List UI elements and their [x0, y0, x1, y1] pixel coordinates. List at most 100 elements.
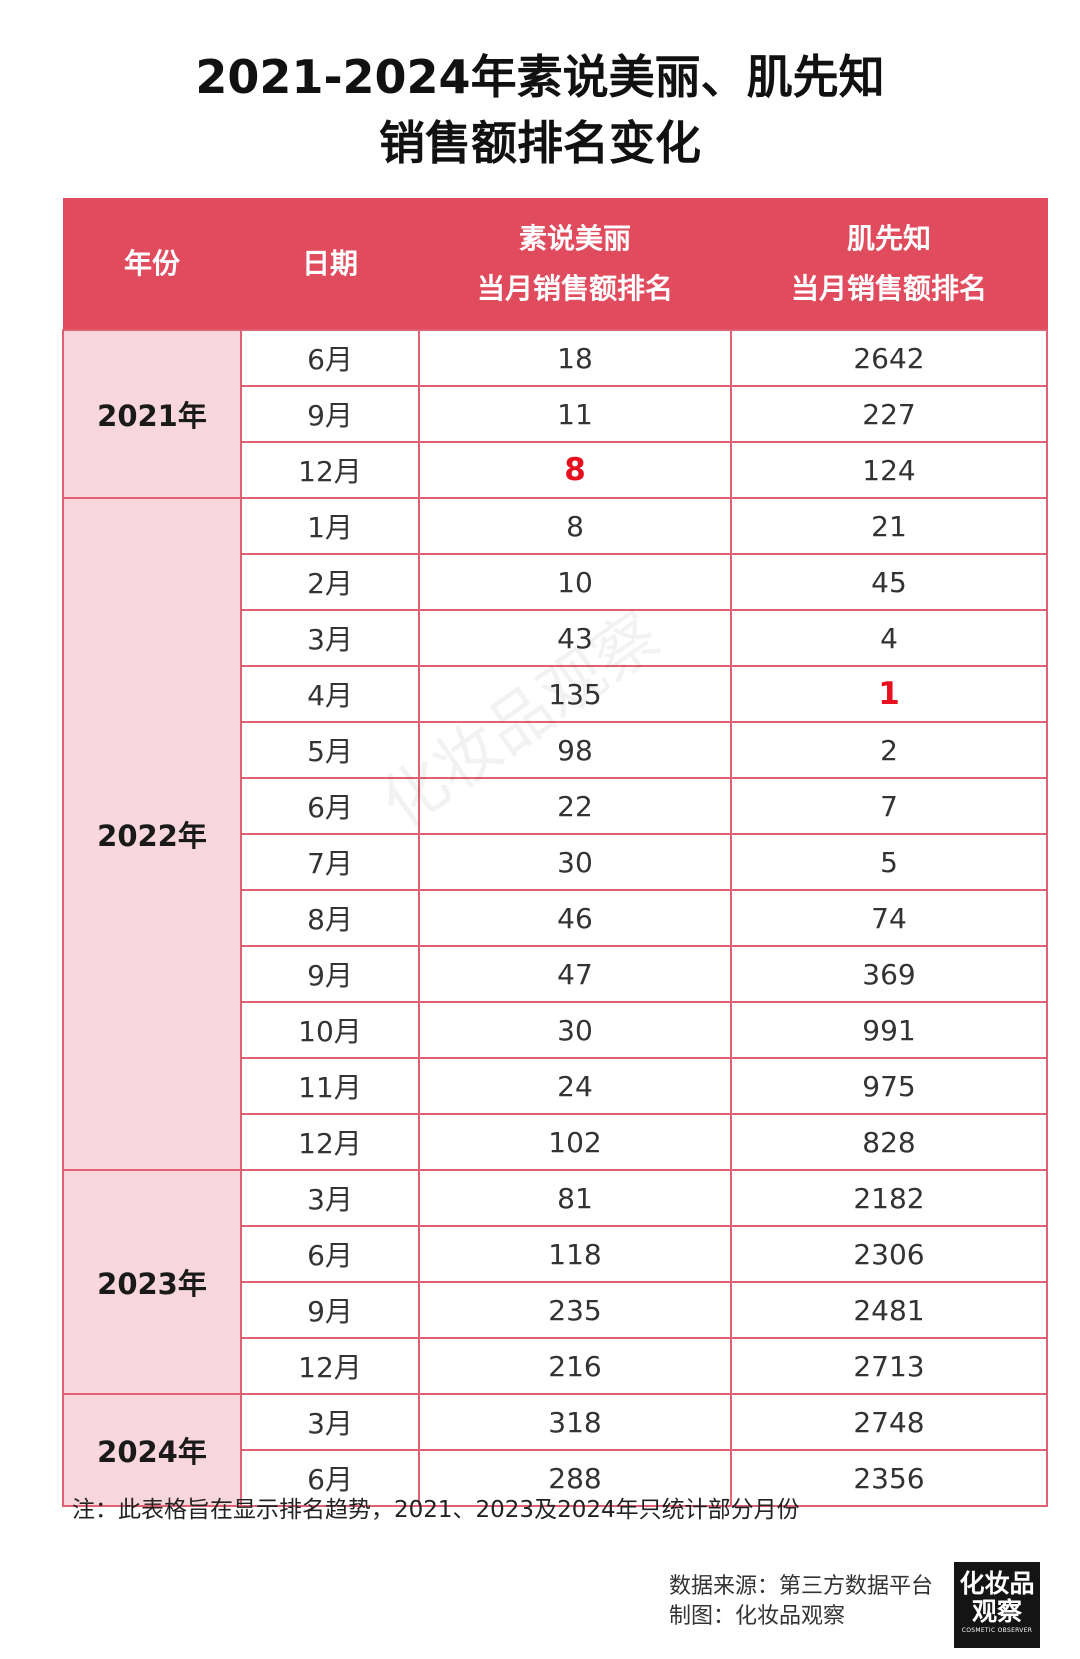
- brand1-rank-cell: 118: [418, 1225, 732, 1283]
- year-cell: 2024年: [62, 1393, 242, 1507]
- brand2-rank-cell: 124: [730, 441, 1048, 499]
- brand1-rank-cell: 10: [418, 553, 732, 611]
- brand2-rank-cell: 2: [730, 721, 1048, 779]
- month-cell: 3月: [240, 1393, 420, 1451]
- brand2-rank-cell: 2356: [730, 1449, 1048, 1507]
- month-cell: 9月: [240, 1281, 420, 1339]
- title-line-1: 2021-2024年素说美丽、肌先知: [195, 50, 885, 104]
- month-cell: 3月: [240, 609, 420, 667]
- header-brand2: 肌先知 当月销售额排名: [730, 198, 1048, 331]
- table-row: 4月 135 1: [63, 665, 1048, 723]
- logo-line-1: 化妆品: [959, 1569, 1035, 1598]
- month-cell: 9月: [240, 385, 420, 443]
- month-cell: 7月: [240, 833, 420, 891]
- data-source: 数据来源：第三方数据平台: [669, 1574, 934, 1599]
- brand1-rank-cell: 135: [418, 665, 732, 723]
- table-row: 6月 22 7: [63, 777, 1048, 835]
- table-header-row: 年份 日期 素说美丽 当月销售额排名 肌先知 当月销售额排名: [62, 198, 1048, 331]
- brand2-rank-cell: 21: [730, 497, 1048, 555]
- header-brand1: 素说美丽 当月销售额排名: [418, 198, 732, 331]
- brand2-rank-cell: 227: [730, 385, 1048, 443]
- table-row: 12月 8 124: [63, 441, 1048, 499]
- brand2-rank-cell: 2182: [730, 1169, 1048, 1227]
- brand1-rank-cell: 288: [418, 1449, 732, 1507]
- month-cell: 11月: [240, 1057, 420, 1115]
- brand2-rank-cell: 5: [730, 833, 1048, 891]
- year-cell: 2021年: [62, 329, 242, 499]
- logo-line-2: 观察: [971, 1597, 1022, 1626]
- brand1-rank-cell: 102: [418, 1113, 732, 1171]
- table-row: 12月 102 828: [63, 1113, 1048, 1171]
- header-brand1-name: 素说美丽: [518, 222, 631, 255]
- month-cell: 10月: [240, 1001, 420, 1059]
- month-cell: 6月: [240, 1225, 420, 1283]
- made-by: 制图：化妆品观察: [669, 1604, 846, 1629]
- brand1-rank-cell: 30: [418, 1001, 732, 1059]
- brand1-rank-cell: 11: [418, 385, 732, 443]
- brand1-rank-cell: 81: [418, 1169, 732, 1227]
- table-row: 9月 47 369: [63, 945, 1048, 1003]
- table-row: 7月 30 5: [63, 833, 1048, 891]
- brand1-rank-cell: 18: [418, 329, 732, 387]
- header-brand1-sub: 当月销售额排名: [476, 272, 673, 305]
- brand1-rank-cell: 318: [418, 1393, 732, 1451]
- header-brand2-name: 肌先知: [846, 222, 931, 255]
- page-title: 2021-2024年素说美丽、肌先知 销售额排名变化: [0, 44, 1080, 176]
- title-line-2: 销售额排名变化: [379, 116, 701, 170]
- month-cell: 3月: [240, 1169, 420, 1227]
- brand-logo: 化妆品 观察 COSMETIC OBSERVER: [954, 1562, 1040, 1648]
- brand2-rank-cell: 45: [730, 553, 1048, 611]
- year-cell: 2023年: [62, 1169, 242, 1395]
- brand2-rank-cell: 828: [730, 1113, 1048, 1171]
- brand2-rank-cell: 74: [730, 889, 1048, 947]
- month-cell: 12月: [240, 1113, 420, 1171]
- header-date: 日期: [240, 198, 420, 331]
- brand1-rank-cell: 98: [418, 721, 732, 779]
- month-cell: 5月: [240, 721, 420, 779]
- brand2-rank-cell: 2481: [730, 1281, 1048, 1339]
- month-cell: 6月: [240, 1449, 420, 1507]
- table-body: 2021年 6月 18 2642 9月 11 227 12月 8 124 2022年 1月 8 21 2月 1…: [62, 329, 1048, 1507]
- table-row: 9月 235 2481: [63, 1281, 1048, 1339]
- brand1-rank-cell: 8: [418, 441, 732, 499]
- brand2-rank-cell: 369: [730, 945, 1048, 1003]
- brand2-rank-cell: 4: [730, 609, 1048, 667]
- table-row: 2月 10 45: [63, 553, 1048, 611]
- month-cell: 12月: [240, 1337, 420, 1395]
- brand2-rank-cell: 1: [730, 665, 1048, 723]
- brand1-rank-cell: 235: [418, 1281, 732, 1339]
- month-cell: 1月: [240, 497, 420, 555]
- month-cell: 8月: [240, 889, 420, 947]
- header-brand2-sub: 当月销售额排名: [790, 272, 987, 305]
- table-row: 2023年 3月 81 2182: [62, 1169, 1048, 1395]
- table-row: 3月 43 4: [63, 609, 1048, 667]
- table-row: 2021年 6月 18 2642: [62, 329, 1048, 499]
- brand2-rank-cell: 975: [730, 1057, 1048, 1115]
- table-row: 9月 11 227: [63, 385, 1048, 443]
- table-row: 6月 288 2356: [63, 1449, 1048, 1507]
- brand1-rank-cell: 43: [418, 609, 732, 667]
- month-cell: 6月: [240, 329, 420, 387]
- month-cell: 4月: [240, 665, 420, 723]
- month-cell: 12月: [240, 441, 420, 499]
- brand1-rank-cell: 24: [418, 1057, 732, 1115]
- brand2-rank-cell: 2713: [730, 1337, 1048, 1395]
- month-cell: 6月: [240, 777, 420, 835]
- table-row: 8月 46 74: [63, 889, 1048, 947]
- brand1-rank-cell: 22: [418, 777, 732, 835]
- brand2-rank-cell: 2306: [730, 1225, 1048, 1283]
- brand1-rank-cell: 8: [418, 497, 732, 555]
- month-cell: 9月: [240, 945, 420, 1003]
- brand2-rank-cell: 2642: [730, 329, 1048, 387]
- brand2-rank-cell: 2748: [730, 1393, 1048, 1451]
- brand1-rank-cell: 30: [418, 833, 732, 891]
- year-cell: 2022年: [62, 497, 242, 1171]
- brand2-rank-cell: 991: [730, 1001, 1048, 1059]
- source-info: 数据来源：第三方数据平台 制图：化妆品观察: [669, 1572, 933, 1632]
- table-row: 2024年 3月 318 2748: [62, 1393, 1048, 1507]
- brand1-rank-cell: 46: [418, 889, 732, 947]
- table-row: 10月 30 991: [63, 1001, 1048, 1059]
- brand1-rank-cell: 47: [418, 945, 732, 1003]
- table-row: 11月 24 975: [63, 1057, 1048, 1115]
- table-row: 2022年 1月 8 21: [62, 497, 1048, 1171]
